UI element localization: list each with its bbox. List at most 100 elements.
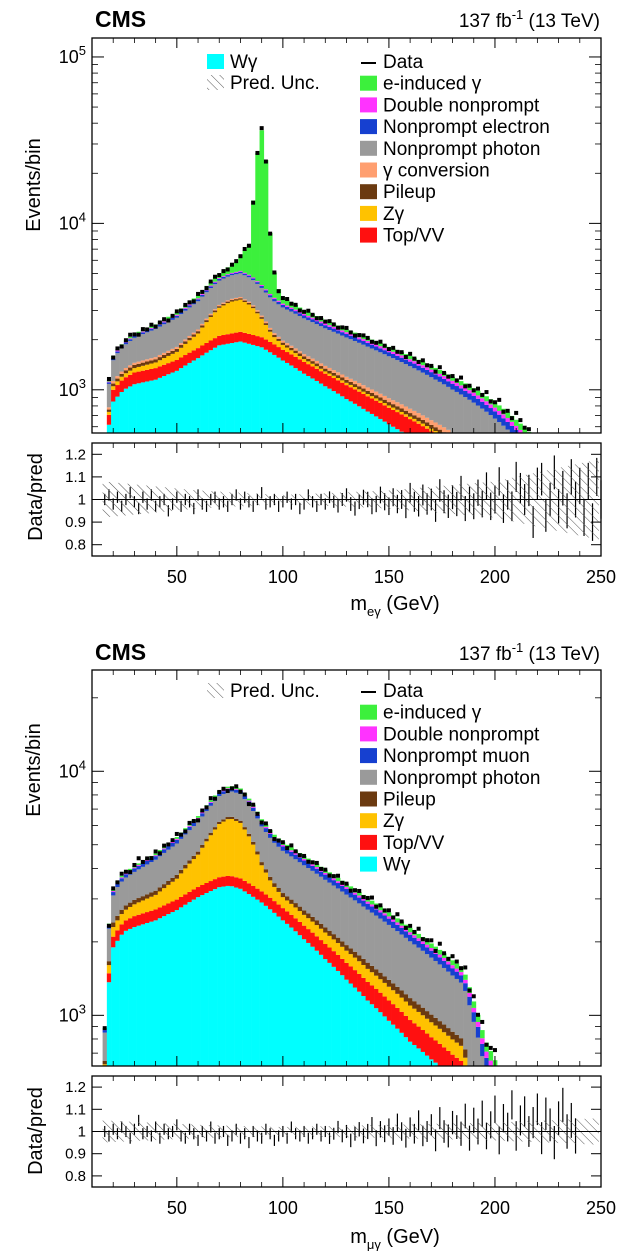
bar-segment	[225, 788, 231, 790]
bar-segment	[450, 960, 455, 966]
bar-segment	[166, 374, 171, 433]
bar-segment	[204, 841, 209, 883]
bar-segment	[153, 890, 159, 895]
bar-segment	[229, 300, 235, 302]
bar-segment	[323, 932, 328, 945]
bar-segment	[140, 360, 146, 363]
bar-segment	[191, 332, 197, 335]
bar-segment	[276, 347, 282, 358]
bar-segment	[437, 957, 443, 965]
legend-label: Double nonprompt	[383, 95, 540, 116]
legend-label: Data	[383, 681, 424, 702]
bar-segment	[306, 356, 311, 359]
data-point	[183, 302, 188, 307]
bar-segment	[437, 376, 443, 382]
bar-segment	[217, 824, 222, 878]
data-point	[259, 126, 264, 131]
bar-segment	[242, 302, 248, 333]
data-point	[344, 881, 349, 886]
bar-segment	[437, 429, 443, 433]
bar-segment	[225, 791, 231, 818]
bar-segment	[475, 1022, 481, 1027]
bar-segment	[408, 934, 413, 942]
bar-segment	[259, 902, 265, 1066]
bar-segment	[463, 387, 468, 391]
bar-segment	[437, 373, 443, 377]
bar-segment	[323, 874, 328, 880]
bar-segment	[318, 954, 324, 1066]
bar-segment	[166, 322, 171, 351]
bar-segment	[471, 1007, 477, 1013]
bar-segment	[369, 904, 375, 907]
bar-segment	[327, 373, 332, 376]
bar-segment	[365, 1000, 371, 1066]
bar-segment	[285, 911, 290, 924]
bar-segment	[276, 336, 282, 339]
bar-segment	[170, 877, 176, 882]
bar-segment	[357, 339, 362, 343]
bar-segment	[323, 959, 328, 1066]
bar-segment	[157, 354, 163, 358]
bar-segment	[450, 383, 455, 390]
data-point	[170, 313, 175, 318]
bar-segment	[374, 909, 379, 916]
bar-segment	[382, 395, 388, 400]
bar-segment	[289, 927, 294, 1066]
bar-segment	[221, 303, 226, 306]
bar-segment	[212, 282, 218, 285]
lumi-label: 137 fb-1 (13 TeV)	[459, 640, 600, 665]
data-point	[323, 319, 328, 324]
bar-segment	[348, 387, 354, 402]
bar-segment	[229, 298, 235, 301]
bar-segment	[429, 1022, 434, 1038]
bar-segment	[238, 341, 243, 433]
bar-segment	[132, 868, 137, 872]
data-point	[238, 254, 243, 259]
bar-segment	[242, 891, 248, 1066]
bar-segment	[369, 985, 375, 1005]
bar-segment	[446, 429, 451, 433]
bar-segment	[352, 340, 358, 381]
bar-segment	[480, 1038, 485, 1044]
bar-segment	[429, 1037, 434, 1060]
bar-segment	[357, 406, 362, 433]
bar-segment	[195, 358, 201, 433]
bar-segment	[374, 344, 379, 347]
bar-segment	[374, 975, 379, 989]
bar-segment	[391, 407, 396, 410]
bar-segment	[433, 422, 438, 428]
bar-segment	[208, 288, 214, 314]
data-point	[416, 359, 421, 364]
bar-segment	[136, 863, 142, 866]
data-point	[196, 291, 201, 296]
bar-segment	[412, 1023, 417, 1045]
data-point	[501, 409, 506, 414]
bar-segment	[153, 909, 159, 921]
bar-segment	[488, 1051, 494, 1061]
bar-segment	[259, 286, 265, 288]
bar-segment	[335, 888, 341, 938]
bar-segment	[369, 396, 375, 399]
bar-segment	[178, 907, 184, 1066]
bar-segment	[229, 264, 235, 273]
bar-segment	[123, 388, 129, 433]
legend-swatch	[207, 683, 224, 698]
bar-segment	[145, 898, 150, 913]
bar-segment	[132, 384, 137, 433]
data-point	[378, 903, 383, 908]
legend-swatch	[360, 726, 377, 742]
bar-segment	[251, 306, 256, 309]
bar-segment	[420, 419, 426, 424]
bar-segment	[412, 363, 417, 369]
bar-segment	[149, 330, 154, 359]
bar-segment	[246, 833, 252, 837]
bar-segment	[365, 411, 371, 433]
bar-segment	[412, 937, 417, 945]
bar-segment	[145, 361, 150, 365]
bar-segment	[212, 277, 218, 282]
bar-segment	[433, 374, 438, 380]
data-point	[136, 332, 141, 337]
bar-segment	[212, 281, 218, 283]
bar-segment	[437, 381, 443, 425]
bar-segment	[314, 366, 320, 369]
